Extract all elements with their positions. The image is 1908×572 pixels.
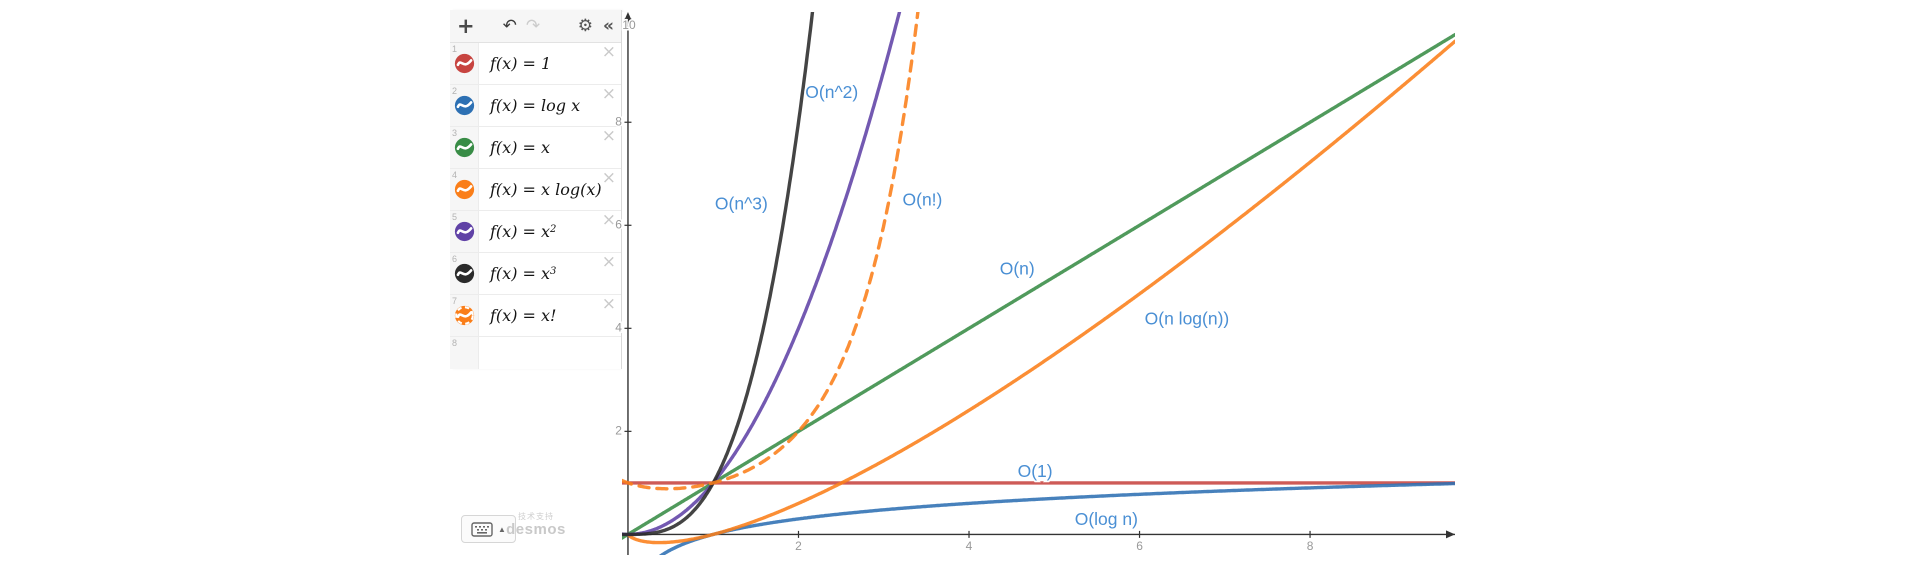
delete-expression-icon[interactable]: × <box>601 42 616 62</box>
expression-row[interactable]: 6 f(x) = x 3 × <box>450 252 621 295</box>
curve-factorial[interactable] <box>622 0 1455 491</box>
expression-text[interactable]: f(x) = x! <box>490 306 557 325</box>
curve-quadratic[interactable] <box>622 0 1455 537</box>
delete-expression-icon[interactable]: × <box>601 84 616 104</box>
curve-style-icon[interactable]: 7 <box>450 295 479 336</box>
curve-style-icon[interactable]: 3 <box>450 127 479 168</box>
curve-label: O(n log(n)) <box>1145 309 1230 329</box>
curve-n-log-n[interactable] <box>626 39 1455 545</box>
add-expression-button[interactable]: + <box>457 13 475 38</box>
curve-style-icon[interactable]: 4 <box>450 169 479 210</box>
expression-row[interactable]: 2 f(x) = log x × <box>450 84 621 127</box>
delete-expression-icon[interactable]: × <box>601 168 616 188</box>
curve-style-icon[interactable]: 6 <box>450 253 479 294</box>
x-axis-tick-label: 4 <box>966 539 973 553</box>
expression-row[interactable]: 7 f(x) = x! × <box>450 294 621 337</box>
delete-expression-icon[interactable]: × <box>601 294 616 314</box>
curve-label: O(n^2) <box>805 82 858 102</box>
redo-icon[interactable]: ↷ <box>525 15 541 36</box>
desmos-branding: 技术支持 desmos <box>500 512 572 538</box>
y-axis-tick-label: 10 <box>622 18 636 32</box>
expression-list: 1 f(x) = 1 × 2 f(x) = log x × 3 f(x) = x × 4 f(x) … <box>450 42 621 337</box>
curve-label: O(n^3) <box>715 194 768 214</box>
expression-index: 4 <box>452 170 458 180</box>
keyboard-icon <box>471 521 493 537</box>
x-axis-tick-label: 6 <box>1136 539 1143 553</box>
branding-support-text: 技术支持 <box>518 512 554 521</box>
expression-row[interactable]: 5 f(x) = x 2 × <box>450 210 621 253</box>
delete-expression-icon[interactable]: × <box>601 252 616 272</box>
curve-log[interactable] <box>628 481 1455 572</box>
y-axis-tick-label: 4 <box>615 320 622 334</box>
expression-index: 8 <box>452 338 458 348</box>
axes: 2 4 6 8 2 4 6 8 10 <box>614 12 1455 555</box>
curve-label: O(n) <box>1000 259 1035 279</box>
x-axis-tick-label: 2 <box>795 539 802 553</box>
expression-row[interactable]: 3 f(x) = x × <box>450 126 621 169</box>
expression-toolbar: + ↶ ↷ ⚙ « <box>450 10 621 43</box>
expression-text[interactable]: f(x) = log x <box>490 96 581 115</box>
expression-text[interactable]: f(x) = x log(x) <box>490 180 602 199</box>
curve-cubic[interactable] <box>622 0 1455 537</box>
x-axis-tick-label: 8 <box>1307 539 1314 553</box>
curve-style-icon[interactable]: 2 <box>450 85 479 126</box>
desmos-logo: desmos <box>506 520 566 538</box>
expression-index: 5 <box>452 212 458 222</box>
curve-label: O(n!) <box>903 190 943 210</box>
y-axis-tick-label: 6 <box>615 217 622 231</box>
curve-label: O(1) <box>1018 461 1053 481</box>
expression-index: 3 <box>452 128 458 138</box>
curve-style-icon[interactable]: 5 <box>450 211 479 252</box>
expression-index: 7 <box>452 296 458 306</box>
keyboard-toggle-button[interactable]: ▲ <box>461 515 516 543</box>
expression-row[interactable]: 1 f(x) = 1 × <box>450 42 621 85</box>
expression-index: 1 <box>452 44 458 54</box>
empty-expression-row[interactable]: 8 <box>450 337 621 369</box>
curve-label: O(log n) <box>1075 509 1138 529</box>
graph-paper[interactable]: 2 4 6 8 2 4 6 8 10 O(n^2) O(n^3) O(n!) O(n) O(n log(n… <box>614 12 1455 555</box>
expression-text[interactable]: f(x) = 1 <box>490 54 552 73</box>
delete-expression-icon[interactable]: × <box>601 126 616 146</box>
graph-svg[interactable]: 2 4 6 8 2 4 6 8 10 O(n^2) O(n^3) O(n!) O(n) O(n log(n… <box>614 12 1455 555</box>
curve-linear[interactable] <box>622 33 1455 540</box>
empty-row-gutter: 8 <box>450 337 479 369</box>
collapse-panel-icon[interactable]: « <box>603 15 614 36</box>
expression-text[interactable]: f(x) = x <box>490 138 551 157</box>
gear-icon[interactable]: ⚙ <box>577 15 594 36</box>
undo-icon[interactable]: ↶ <box>502 15 517 36</box>
chevron-up-icon: ▲ <box>498 524 506 534</box>
curve-style-icon[interactable]: 1 <box>450 43 479 84</box>
delete-expression-icon[interactable]: × <box>601 210 616 230</box>
expression-index: 2 <box>452 86 458 96</box>
x-axis-arrow-icon <box>1446 530 1455 539</box>
expression-panel: + ↶ ↷ ⚙ « 1 f(x) = 1 × 2 f(x) = log x × 3 f(x) … <box>450 10 622 369</box>
y-axis-tick-label: 2 <box>615 424 622 438</box>
expression-index: 6 <box>452 254 458 264</box>
expression-row[interactable]: 4 f(x) = x log(x) × <box>450 168 621 211</box>
y-axis-tick-label: 8 <box>615 114 622 128</box>
